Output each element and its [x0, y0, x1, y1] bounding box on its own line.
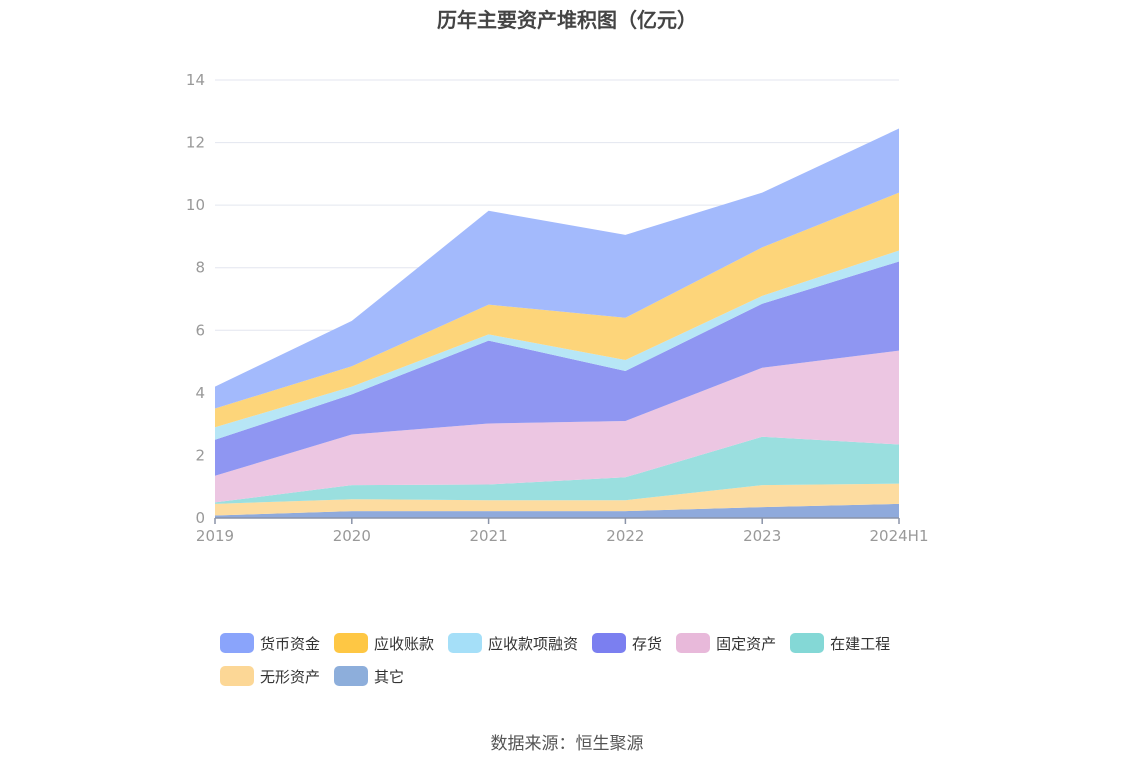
x-tick-label: 2019 [196, 527, 234, 545]
x-tick-label: 2021 [470, 527, 508, 545]
legend-item-cash[interactable]: 货币资金 [220, 633, 320, 654]
legend-swatch [592, 633, 627, 653]
legend-row-1: 货币资金 应收账款 应收款项融资 存货 固定资产 在建工程 [220, 630, 940, 656]
data-source: 数据来源：恒生聚源 [490, 734, 644, 754]
area-series-在建工程[interactable] [215, 436, 899, 504]
y-tick-label: 12 [186, 134, 205, 152]
legend-item-intangible[interactable]: 无形资产 [220, 666, 320, 687]
y-tick-label: 14 [186, 71, 205, 89]
legend-label: 其它 [374, 667, 405, 686]
x-tick-label: 2020 [333, 527, 371, 545]
legend-label: 应收账款 [374, 634, 435, 653]
legend-swatch [334, 633, 369, 653]
x-tick-label: 2023 [743, 527, 781, 545]
legend-swatch [448, 633, 483, 653]
legend-swatch [790, 633, 825, 653]
y-tick-label: 0 [195, 509, 205, 527]
y-tick-label: 8 [195, 259, 205, 277]
legend-item-receivables[interactable]: 应收账款 [334, 633, 434, 654]
y-tick-label: 6 [195, 321, 205, 339]
legend-label: 应收款项融资 [488, 634, 579, 653]
legend-label: 存货 [632, 634, 663, 653]
area-series-应收账款[interactable] [215, 192, 899, 428]
legend-item-other[interactable]: 其它 [334, 666, 404, 687]
legend-item-construction[interactable]: 在建工程 [790, 633, 890, 654]
legend: 货币资金 应收账款 应收款项融资 存货 固定资产 在建工程 无形资产 [220, 630, 940, 696]
legend-swatch [220, 666, 254, 686]
x-tick-label: 2024H1 [870, 527, 929, 545]
legend-row-2: 无形资产 其它 [220, 663, 940, 689]
legend-item-receivables-financing[interactable]: 应收款项融资 [448, 633, 578, 654]
y-tick-label: 10 [186, 196, 205, 214]
legend-swatch [220, 633, 254, 653]
legend-label: 固定资产 [716, 634, 777, 653]
chart-title: 历年主要资产堆积图（亿元） [437, 8, 697, 32]
legend-item-fixed-assets[interactable]: 固定资产 [676, 633, 776, 654]
legend-item-inventory[interactable]: 存货 [592, 633, 662, 654]
legend-label: 无形资产 [260, 667, 321, 686]
area-series-无形资产[interactable] [215, 483, 899, 516]
y-tick-label: 2 [195, 446, 205, 464]
legend-label: 在建工程 [830, 634, 891, 653]
legend-swatch [334, 666, 369, 686]
area-series-固定资产[interactable] [215, 350, 899, 503]
legend-swatch [676, 633, 711, 653]
area-series-货币资金[interactable] [215, 128, 899, 409]
legend-label: 货币资金 [260, 634, 321, 653]
stacked-area-chart: 0 2 4 6 8 10 12 14 2019 2020 2021 2022 2023 2024H1 [186, 71, 929, 545]
x-tick-label: 2022 [606, 527, 644, 545]
area-series-存货[interactable] [215, 261, 899, 476]
area-series-其它[interactable] [215, 503, 899, 518]
y-tick-label: 4 [195, 384, 205, 402]
